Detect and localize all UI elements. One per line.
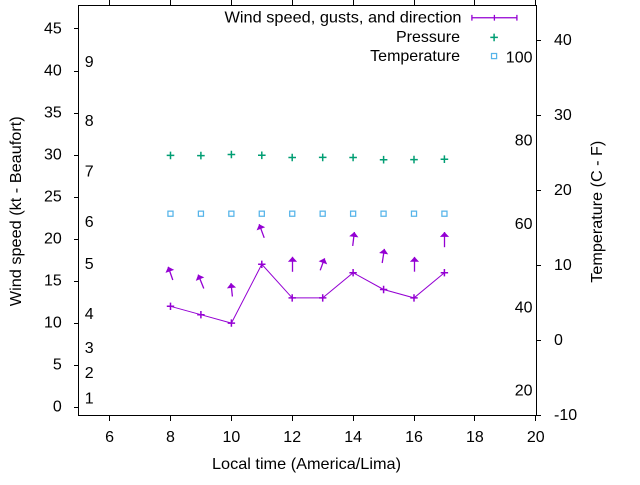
svg-text:30: 30: [44, 147, 62, 164]
svg-text:10: 10: [554, 257, 572, 274]
svg-text:10: 10: [223, 429, 241, 446]
svg-text:Wind speed, gusts, and directi: Wind speed, gusts, and direction: [225, 10, 462, 27]
svg-text:8: 8: [166, 429, 175, 446]
svg-text:Wind speed (kt - Beaufort): Wind speed (kt - Beaufort): [8, 116, 25, 306]
svg-text:80: 80: [515, 133, 533, 150]
svg-text:18: 18: [466, 429, 484, 446]
svg-text:20: 20: [527, 429, 545, 446]
svg-text:15: 15: [44, 273, 62, 290]
svg-text:60: 60: [515, 216, 533, 233]
svg-text:Pressure: Pressure: [396, 29, 460, 46]
svg-text:10: 10: [44, 315, 62, 332]
svg-text:40: 40: [554, 32, 572, 49]
svg-text:8: 8: [85, 113, 94, 130]
svg-text:12: 12: [283, 429, 301, 446]
svg-text:6: 6: [85, 214, 94, 231]
svg-text:16: 16: [405, 429, 423, 446]
svg-text:0: 0: [53, 399, 62, 416]
svg-text:20: 20: [554, 182, 572, 199]
svg-text:40: 40: [44, 63, 62, 80]
svg-text:14: 14: [344, 429, 362, 446]
svg-text:20: 20: [44, 231, 62, 248]
svg-text:1: 1: [85, 390, 94, 407]
svg-text:Local time (America/Lima): Local time (America/Lima): [212, 456, 401, 473]
svg-text:9: 9: [85, 54, 94, 71]
svg-text:40: 40: [515, 299, 533, 316]
svg-text:4: 4: [85, 306, 94, 323]
svg-text:7: 7: [85, 163, 94, 180]
svg-text:0: 0: [554, 332, 563, 349]
svg-text:30: 30: [554, 107, 572, 124]
svg-text:Temperature: Temperature: [370, 48, 460, 65]
svg-text:-10: -10: [554, 407, 577, 424]
svg-text:20: 20: [515, 383, 533, 400]
svg-text:2: 2: [85, 365, 94, 382]
svg-text:5: 5: [85, 256, 94, 273]
svg-text:Temperature (C - F): Temperature (C - F): [589, 141, 606, 283]
svg-text:25: 25: [44, 189, 62, 206]
svg-text:5: 5: [53, 357, 62, 374]
svg-text:35: 35: [44, 105, 62, 122]
svg-text:3: 3: [85, 340, 94, 357]
svg-text:100: 100: [506, 49, 533, 66]
svg-text:45: 45: [44, 21, 62, 38]
svg-text:6: 6: [105, 429, 114, 446]
